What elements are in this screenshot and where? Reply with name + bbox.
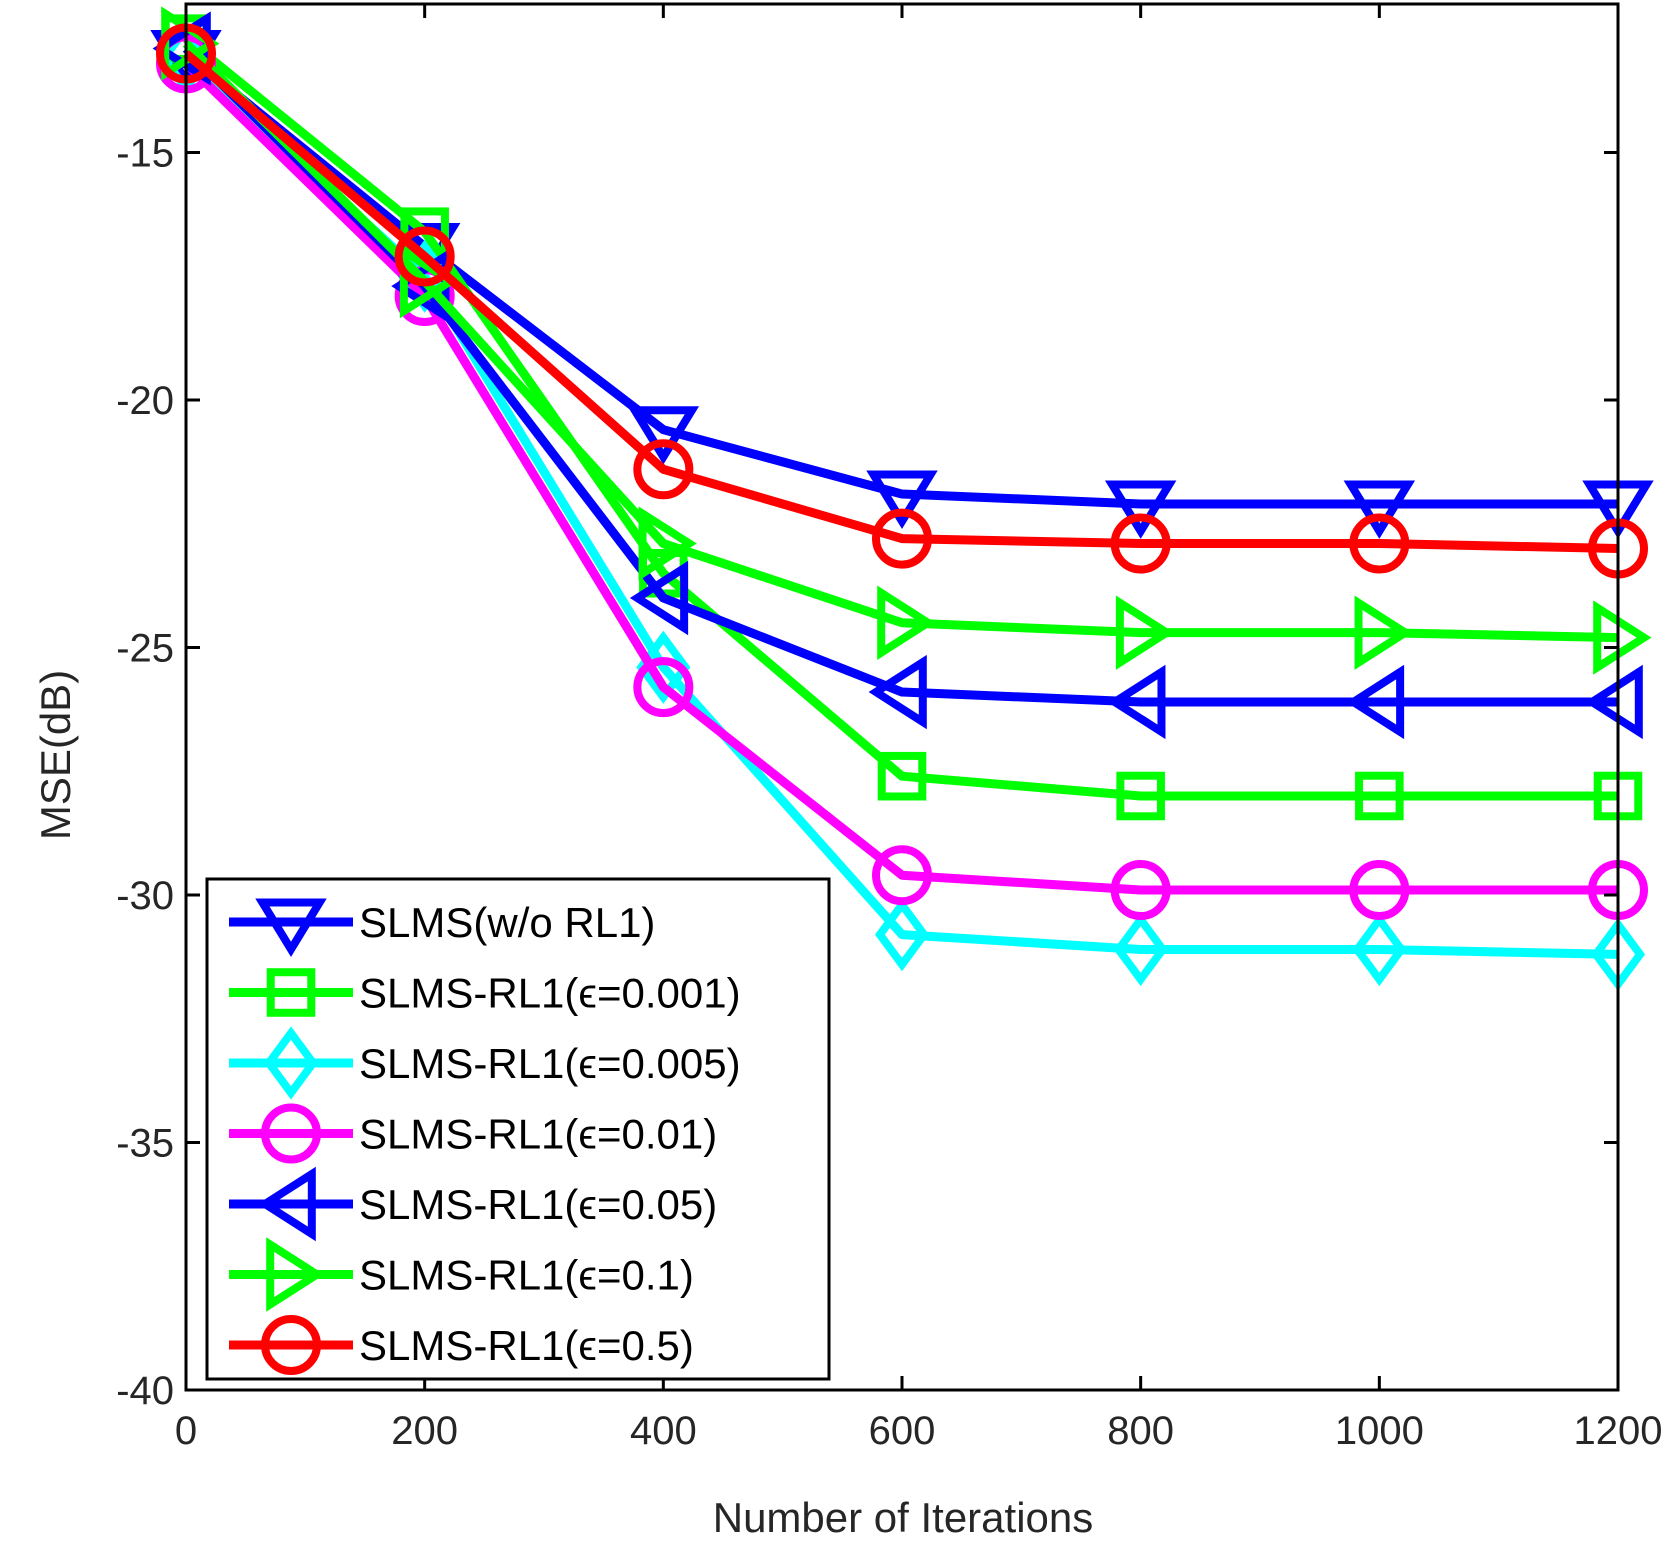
data-point [1116, 771, 1165, 821]
y-axis-title: MSE(dB) [32, 670, 79, 840]
y-tick-label: -30 [116, 874, 174, 918]
axes: 0 200 400 600 800 1000 1200 -15 -20 -25 -30 -35 -40 [116, 2, 1663, 1453]
y-tick-label: -15 [116, 132, 174, 176]
x-tick-label: 800 [1107, 1409, 1174, 1453]
x-tick-label: 200 [391, 1409, 458, 1453]
data-point [1354, 595, 1413, 670]
legend-label: SLMS-RL1(ϵ=0.1) [359, 1252, 694, 1299]
series-line [183, 50, 1619, 553]
data-point [1107, 664, 1166, 740]
x-tick-label: 1000 [1335, 1409, 1424, 1453]
data-point [1104, 480, 1177, 539]
data-point [633, 657, 694, 718]
data-point [1113, 912, 1168, 987]
legend-label: SLMS(w/o RL1) [359, 899, 655, 946]
legend-label: SLMS-RL1(ϵ=0.5) [359, 1322, 694, 1369]
legend-entry-1: SLMS(w/o RL1) [229, 898, 655, 957]
data-point [877, 751, 927, 801]
legend-marker [255, 898, 327, 957]
data-point [399, 243, 459, 319]
data-point [1115, 595, 1175, 670]
series-7 [156, 23, 1648, 579]
legend-marker [263, 1026, 319, 1100]
y-tick-label: -40 [116, 1369, 174, 1413]
legend-entry-5: SLMS-RL1(ϵ=0.05) [229, 1166, 717, 1242]
legend-entry-3: SLMS-RL1(ϵ=0.005) [229, 1026, 741, 1100]
data-point [874, 897, 930, 972]
data-point [872, 845, 932, 906]
data-point [868, 654, 927, 730]
data-point [1355, 771, 1404, 821]
x-tick-label: 1200 [1574, 1409, 1663, 1453]
legend-entry-7: SLMS-RL1(ϵ=0.5) [229, 1315, 694, 1375]
y-tick-label: -20 [116, 379, 174, 423]
legend-entry-2: SLMS-RL1(ϵ=0.001) [229, 968, 741, 1017]
data-point [638, 506, 697, 581]
data-point [633, 439, 694, 500]
data-point [866, 470, 938, 530]
data-point [1343, 480, 1416, 539]
legend-label: SLMS-RL1(ϵ=0.01) [359, 1111, 717, 1158]
y-tick-label: -35 [116, 1122, 174, 1166]
legend-label: SLMS-RL1(ϵ=0.005) [359, 1040, 741, 1087]
data-point [1593, 600, 1652, 675]
legend-entry-4: SLMS-RL1(ϵ=0.01) [229, 1103, 717, 1164]
data-point [629, 560, 689, 636]
x-axis-title: Number of Iterations [713, 1494, 1094, 1541]
legend-label: SLMS-RL1(ϵ=0.05) [359, 1181, 717, 1228]
legend-marker [261, 1315, 321, 1375]
data-point [1345, 664, 1405, 740]
data-point [1352, 912, 1407, 987]
data-point [1110, 860, 1171, 921]
y-tick-label: -25 [116, 627, 174, 671]
legend: SLMS(w/o RL1) SLMS-RL1(ϵ=0.001) SLMS-RL1(ϵ… [205, 877, 831, 1381]
data-point [1349, 860, 1410, 921]
legend-marker [266, 1237, 325, 1312]
x-tick-label: 0 [175, 1409, 197, 1453]
x-tick-label: 600 [869, 1409, 936, 1453]
data-point [872, 508, 932, 569]
data-point [394, 226, 455, 287]
data-point [1110, 513, 1171, 574]
data-point [627, 406, 700, 465]
legend-label: SLMS-RL1(ϵ=0.001) [359, 970, 741, 1017]
data-point [1349, 513, 1410, 574]
data-point [1584, 664, 1643, 740]
legend-marker [257, 1166, 316, 1242]
legend-marker [266, 968, 316, 1017]
legend-marker [261, 1103, 321, 1164]
x-tick-label: 400 [630, 1409, 697, 1453]
legend-entry-6: SLMS-RL1(ϵ=0.1) [229, 1237, 694, 1312]
data-point [877, 585, 936, 660]
